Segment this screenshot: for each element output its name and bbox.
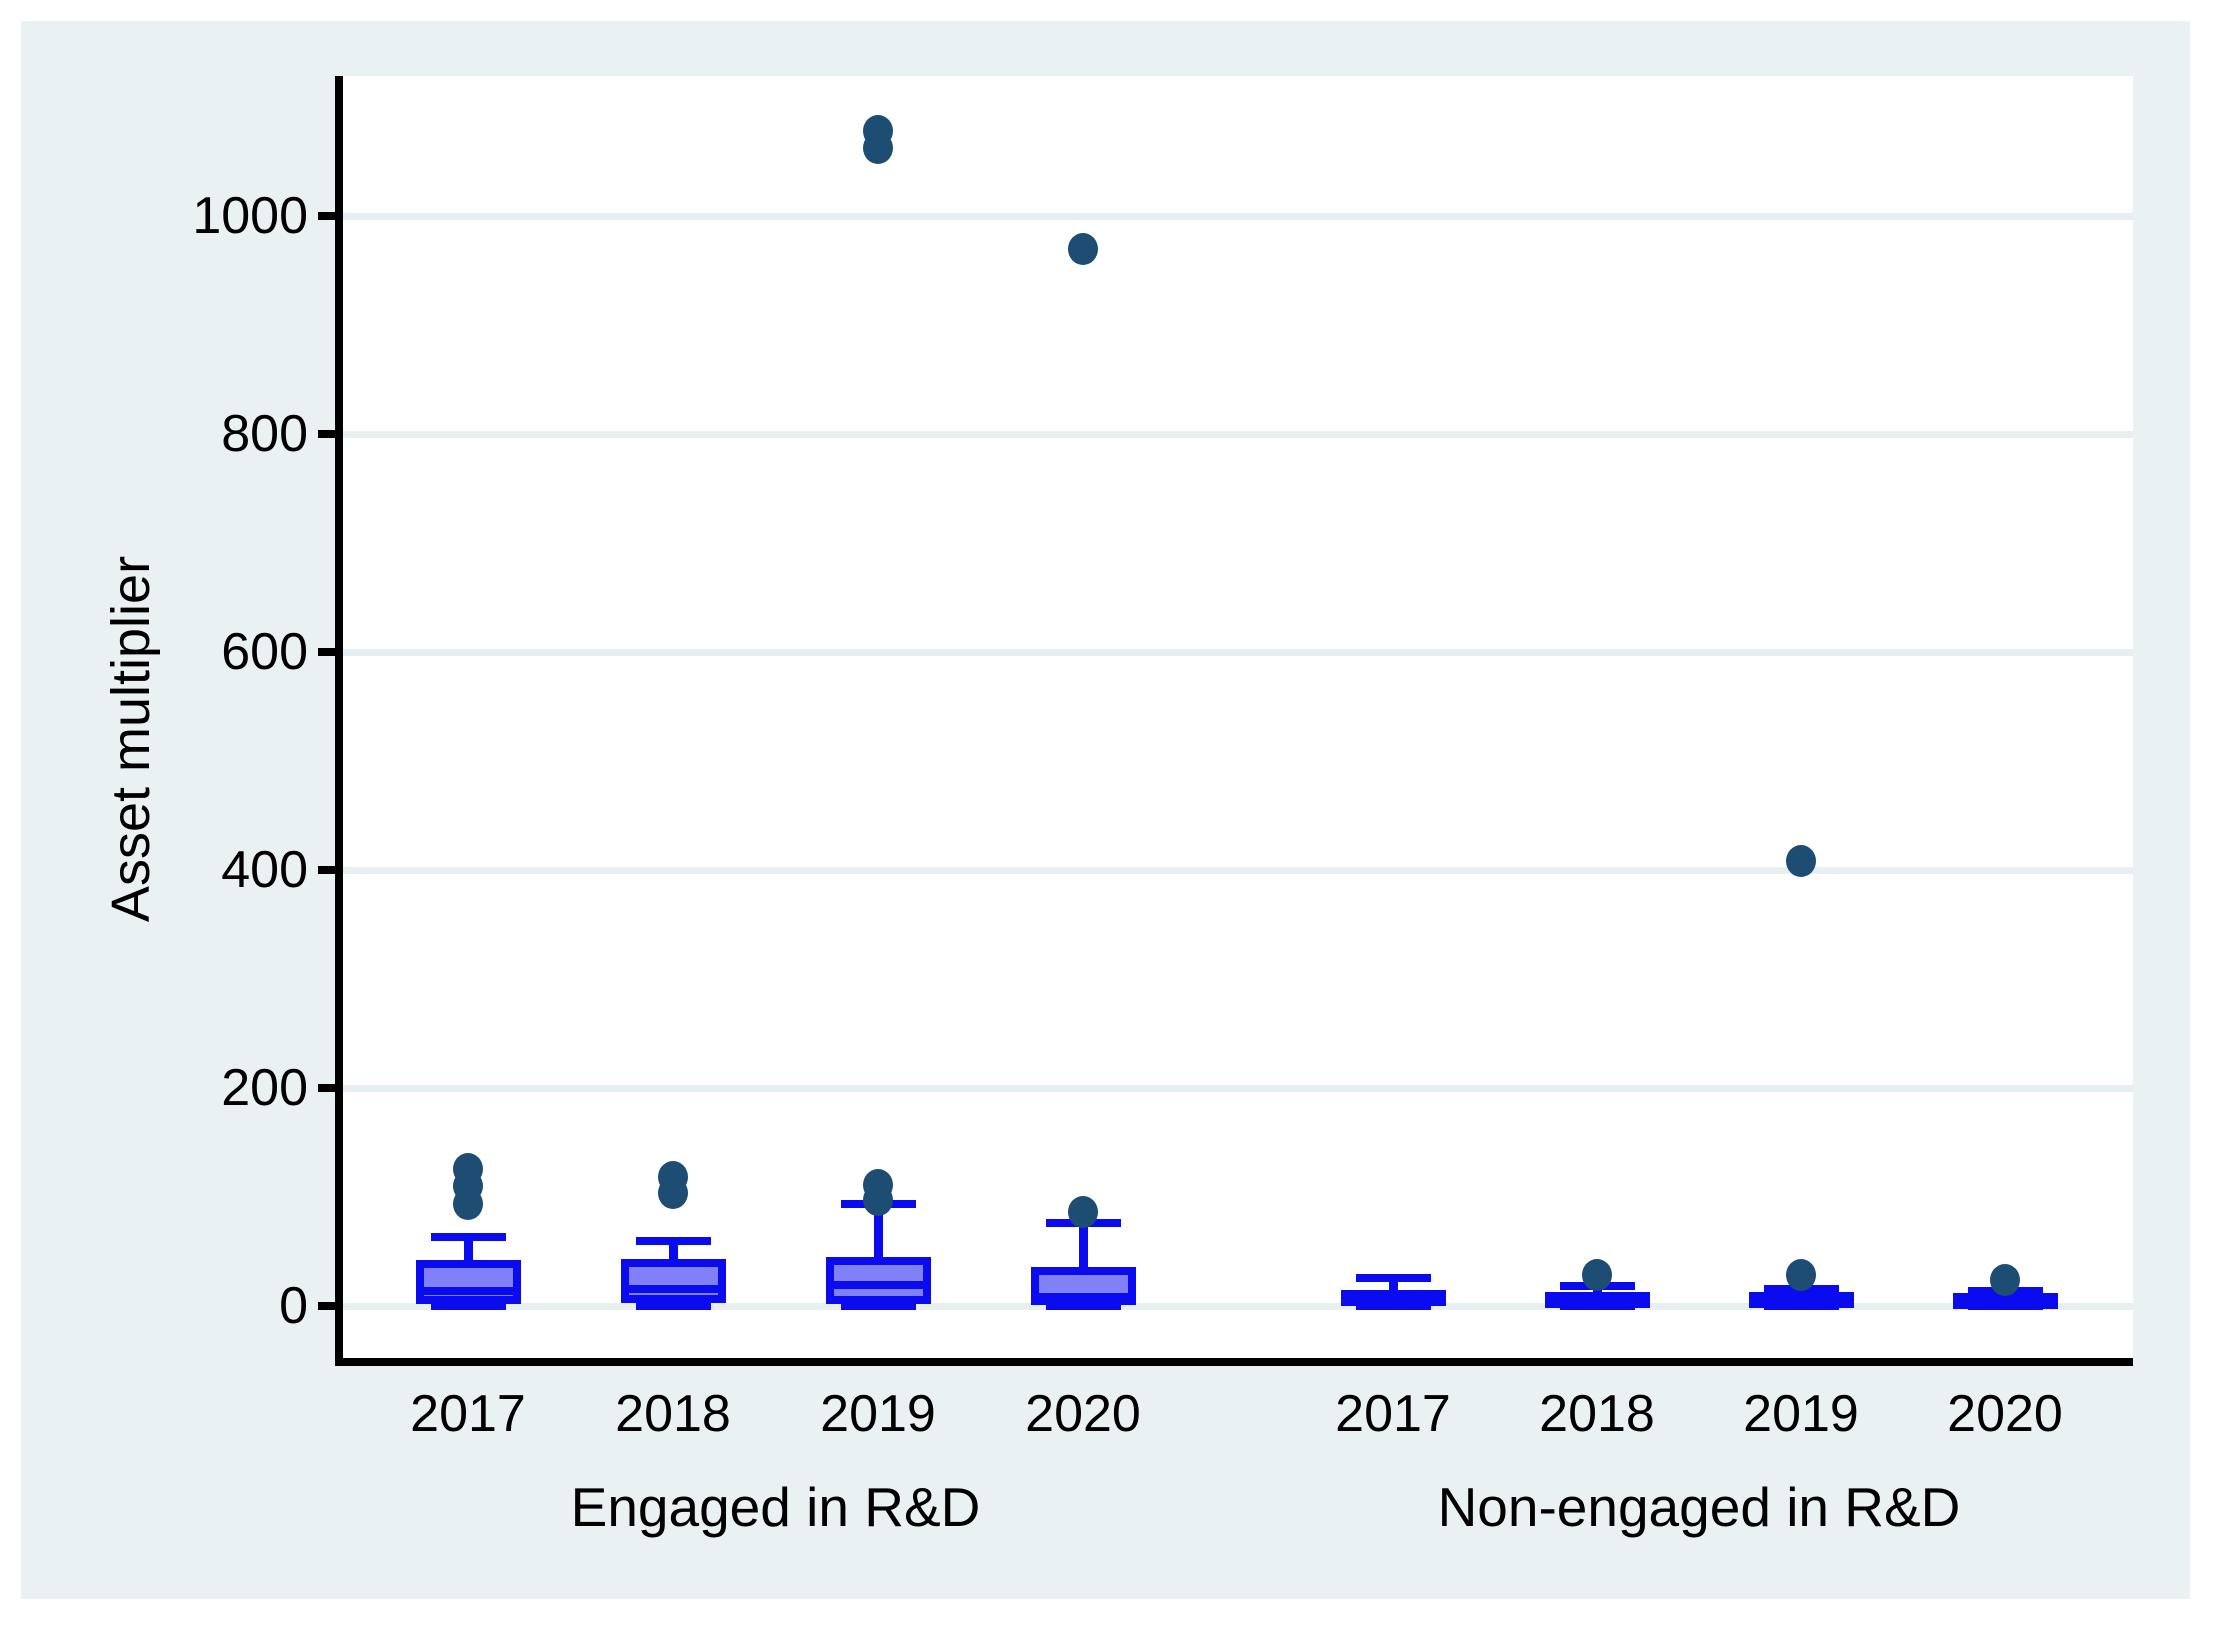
outlier-dot-24 — [1990, 1263, 2020, 1296]
whisker-cap-lower — [1045, 1302, 1121, 1310]
box-engaged-in-r-d-2018 — [620, 1259, 726, 1303]
median-line — [423, 1286, 513, 1295]
y-tick-800 — [318, 430, 343, 438]
whisker-stem-upper — [873, 1203, 883, 1257]
whisker-stem-upper — [463, 1237, 473, 1261]
y-tick-1000 — [318, 212, 343, 220]
x-tick-label-2020: 2020 — [1025, 1385, 1141, 1443]
y-tick-label-1000: 1000 — [192, 187, 308, 245]
outlier-dot-28 — [1582, 1259, 1612, 1292]
y-tick-0 — [318, 1302, 343, 1310]
y-tick-label-0: 0 — [279, 1277, 308, 1335]
whisker-stem-upper — [1388, 1277, 1398, 1290]
outlier-dot-970 — [1068, 232, 1098, 265]
median-line — [1960, 1296, 2050, 1305]
whisker-cap-upper — [1355, 1273, 1431, 1282]
y-tick-600 — [318, 648, 343, 656]
y-tick-label-400: 400 — [221, 841, 308, 899]
x-tick-label-2019: 2019 — [820, 1385, 936, 1443]
whisker-cap-upper — [430, 1233, 506, 1242]
gridline-1000 — [343, 212, 2133, 220]
median-line — [1552, 1293, 1642, 1302]
median-line — [1756, 1297, 1846, 1306]
x-tick-label-2018: 2018 — [615, 1385, 731, 1443]
y-tick-label-800: 800 — [221, 405, 308, 463]
gridline-0 — [343, 1302, 2133, 1310]
whisker-stem-upper — [668, 1240, 678, 1260]
outlier-dot-111 — [863, 1169, 893, 1201]
x-tick-label-2018: 2018 — [1539, 1385, 1655, 1443]
x-tick-label-2017: 2017 — [410, 1385, 526, 1443]
gridline-800 — [343, 430, 2133, 438]
box-engaged-in-r-d-2019 — [825, 1256, 931, 1304]
group-label-engaged-in-r-d: Engaged in R&D — [570, 1476, 981, 1538]
whisker-cap-lower — [635, 1302, 711, 1310]
whisker-cap-lower — [1355, 1302, 1431, 1310]
median-line — [1038, 1293, 1128, 1302]
x-tick-label-2020: 2020 — [1947, 1385, 2063, 1443]
outlier-dot-28 — [1786, 1259, 1816, 1292]
y-tick-label-600: 600 — [221, 623, 308, 681]
median-line — [833, 1281, 923, 1290]
whisker-cap-upper — [635, 1236, 711, 1245]
gridline-400 — [343, 866, 2133, 874]
y-tick-200 — [318, 1084, 343, 1092]
x-tick-label-2019: 2019 — [1743, 1385, 1859, 1443]
whisker-cap-lower — [840, 1302, 916, 1310]
outlier-dot-118 — [658, 1161, 688, 1194]
plot-area — [343, 76, 2133, 1358]
gridline-600 — [343, 648, 2133, 656]
x-axis-line — [335, 1358, 2133, 1366]
median-line — [628, 1284, 718, 1293]
box-engaged-in-r-d-2017 — [415, 1260, 521, 1304]
y-axis-line — [335, 76, 343, 1366]
graph-region: Asset multiplier 0 200 400 600 800 1000 2017 2… — [21, 21, 2190, 1599]
group-label-non-engaged-in-r-d: Non-engaged in R&D — [1437, 1476, 1961, 1538]
outlier-dot-1078 — [863, 114, 893, 147]
median-line — [1348, 1293, 1438, 1302]
whisker-stem-upper — [1078, 1223, 1088, 1267]
y-tick-label-200: 200 — [221, 1059, 308, 1117]
y-tick-400 — [318, 866, 343, 874]
whisker-cap-lower — [430, 1302, 506, 1310]
outlier-dot-126 — [453, 1152, 483, 1185]
x-tick-label-2017: 2017 — [1335, 1385, 1451, 1443]
outlier-dot-408 — [1786, 845, 1816, 878]
outlier-dot-86 — [1068, 1196, 1098, 1229]
gridline-200 — [343, 1084, 2133, 1092]
